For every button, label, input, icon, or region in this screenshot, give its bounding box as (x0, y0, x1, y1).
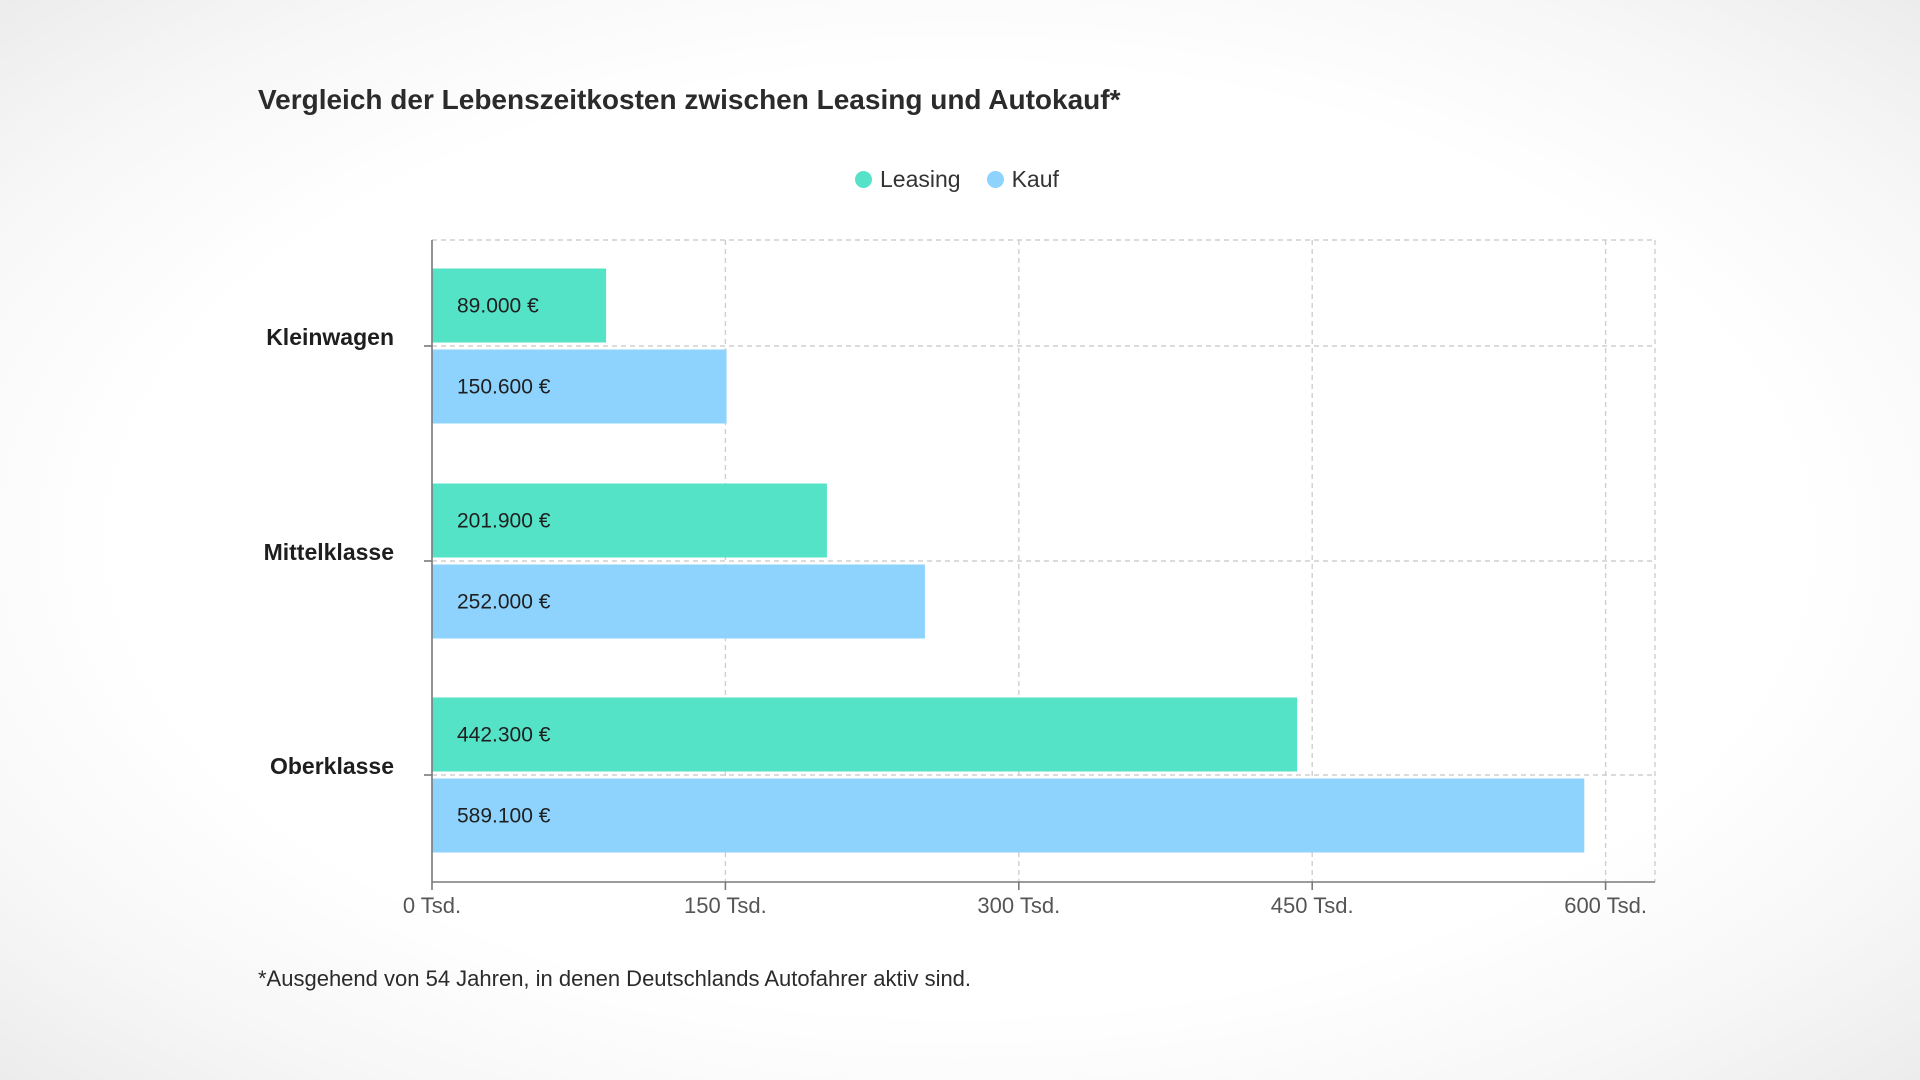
bar-kauf-mittelklasse[interactable] (432, 564, 925, 639)
x-tick-label: 0 Tsd. (403, 893, 461, 918)
legend-item-kauf[interactable]: Kauf (986, 166, 1059, 193)
bar-leasing-oberklasse[interactable] (432, 697, 1298, 772)
bar-label-kauf-oberklasse: 589.100 € (457, 805, 551, 828)
category-label-kleinwagen: Kleinwagen (266, 324, 394, 350)
x-tick-label: 300 Tsd. (977, 893, 1060, 918)
x-tick-label: 450 Tsd. (1271, 893, 1354, 918)
bar-leasing-kleinwagen[interactable] (432, 268, 607, 343)
bar-kauf-kleinwagen[interactable] (432, 349, 727, 424)
bar-label-kauf-kleinwagen: 150.600 € (457, 376, 551, 399)
chart-legend: Leasing Kauf (855, 166, 1085, 193)
bar-label-leasing-oberklasse: 442.300 € (457, 724, 551, 747)
x-tick-label: 600 Tsd. (1564, 893, 1647, 918)
chart-footnote: *Ausgehend von 54 Jahren, in denen Deuts… (258, 966, 972, 991)
bar-kauf-oberklasse[interactable] (432, 778, 1585, 853)
x-tick-label: 150 Tsd. (684, 893, 767, 918)
category-label-oberklasse: Oberklasse (270, 753, 394, 779)
legend-label-leasing: Leasing (880, 166, 961, 192)
category-label-mittelklasse: Mittelklasse (264, 539, 394, 565)
legend-label-kauf: Kauf (1011, 166, 1059, 192)
legend-item-leasing[interactable]: Leasing (855, 166, 961, 193)
bar-leasing-mittelklasse[interactable] (432, 483, 827, 558)
legend-swatch-leasing (855, 171, 872, 188)
legend-swatch-kauf (986, 171, 1004, 188)
bar-label-leasing-mittelklasse: 201.900 € (457, 510, 551, 533)
bar-label-leasing-kleinwagen: 89.000 € (457, 295, 539, 318)
chart-title: Vergleich der Lebenszeitkosten zwischen … (258, 84, 1121, 115)
bar-label-kauf-mittelklasse: 252.000 € (457, 591, 551, 614)
